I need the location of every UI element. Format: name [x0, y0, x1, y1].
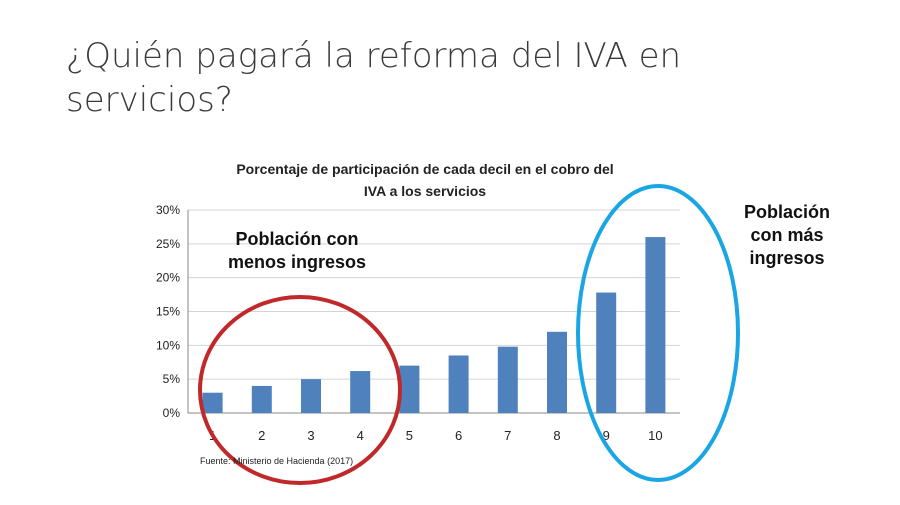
low-income-line1: Población con — [235, 229, 359, 249]
x-tick-label: 10 — [648, 428, 662, 443]
low-income-annotation: Población con menos ingresos — [212, 228, 382, 274]
high-income-line3: ingresos — [749, 248, 825, 268]
bar — [497, 346, 518, 413]
chart-title: Porcentaje de participación de cada deci… — [190, 158, 660, 202]
y-tick-label: 15% — [156, 305, 180, 319]
chart-source: Fuente: Ministerio de Hacienda (2017) — [200, 456, 354, 466]
high-income-circle — [576, 184, 740, 482]
x-tick-label: 8 — [553, 428, 560, 443]
y-tick-label: 30% — [156, 203, 180, 217]
bar — [448, 355, 469, 413]
high-income-line1: Población — [743, 202, 830, 222]
x-tick-label: 5 — [406, 428, 413, 443]
y-tick-label: 0% — [163, 406, 181, 420]
y-tick-label: 5% — [163, 372, 181, 386]
low-income-circle — [198, 295, 402, 485]
bar — [301, 379, 321, 413]
bar — [350, 371, 371, 413]
x-tick-label: 7 — [504, 428, 511, 443]
low-income-line2: menos ingresos — [227, 252, 367, 272]
x-tick-label: 3 — [307, 428, 314, 443]
x-tick-label: 2 — [258, 428, 265, 443]
bar — [547, 331, 567, 413]
high-income-annotation: Población con más ingresos — [730, 201, 844, 270]
bar — [202, 392, 223, 413]
slide-title-line1: ¿Quién pagará la reforma del IVA en — [66, 36, 682, 76]
slide-title: ¿Quién pagará la reforma del IVA en serv… — [66, 34, 766, 122]
high-income-line2: con más — [750, 225, 824, 245]
chart-title-line2: IVA a los servicios — [363, 183, 487, 199]
bar — [251, 385, 272, 413]
slide-title-line2: servicios? — [66, 80, 233, 120]
bar — [645, 237, 666, 413]
x-tick-label: 9 — [603, 428, 610, 443]
bar — [596, 292, 617, 413]
y-tick-label: 20% — [156, 271, 180, 285]
bar — [399, 365, 420, 413]
x-tick-label: 4 — [357, 428, 364, 443]
x-tick-label: 6 — [455, 428, 462, 443]
y-tick-label: 25% — [156, 237, 180, 251]
y-tick-label: 10% — [156, 338, 180, 352]
chart-title-line1: Porcentaje de participación de cada deci… — [236, 161, 614, 177]
